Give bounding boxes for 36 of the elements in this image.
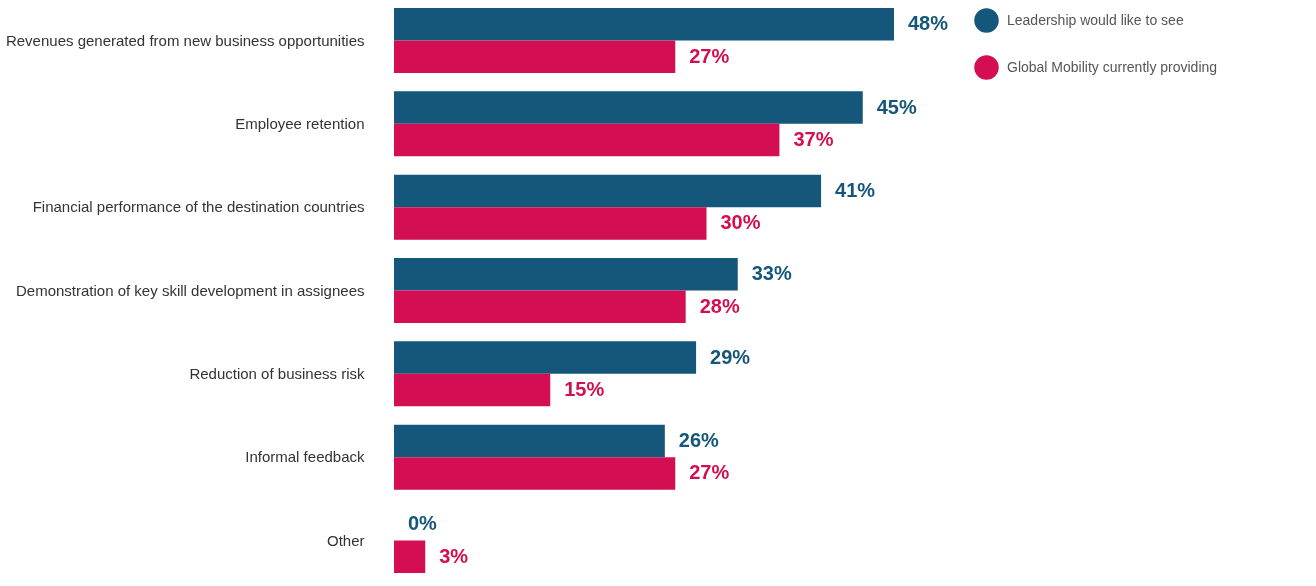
bar (394, 8, 894, 41)
data-label: 37% (793, 128, 834, 151)
bar (394, 258, 738, 291)
bar (394, 40, 676, 73)
bar (394, 373, 551, 407)
bar (394, 341, 697, 374)
data-label: 48% (908, 12, 949, 35)
y-tick-label: Revenues generated from new business opportunities (5, 31, 365, 49)
data-label: 15% (564, 378, 605, 401)
y-tick-label: Informal feedback (245, 448, 365, 466)
data-label: 26% (678, 428, 720, 451)
bar (394, 540, 426, 573)
y-tick-label: Other (326, 531, 365, 549)
data-label: 29% (710, 345, 751, 368)
bar (394, 174, 822, 208)
data-label: 0% (408, 512, 438, 535)
legend-label: Global Mobility currently providing (1007, 58, 1218, 75)
data-label: 45% (876, 95, 917, 118)
bar (394, 123, 780, 157)
data-label: 30% (720, 211, 761, 234)
data-label: 27% (689, 461, 730, 484)
y-tick-label: Demonstration of key skill development in assignees (15, 281, 365, 299)
bar (394, 424, 665, 458)
legend-label: Leadership would like to see (1007, 11, 1184, 28)
y-tick-label: Employee retention (235, 114, 365, 132)
data-label: 28% (699, 294, 740, 317)
data-label: 27% (689, 44, 730, 67)
data-label: 41% (835, 178, 876, 201)
y-tick-label: Reduction of business risk (189, 364, 365, 382)
bar (394, 207, 707, 240)
bar (394, 457, 676, 490)
data-label: 3% (439, 544, 469, 567)
y-tick-label: Financial performance of the destination countries (32, 198, 365, 216)
bar (394, 290, 686, 323)
bar (394, 91, 863, 124)
data-label: 33% (751, 262, 792, 285)
